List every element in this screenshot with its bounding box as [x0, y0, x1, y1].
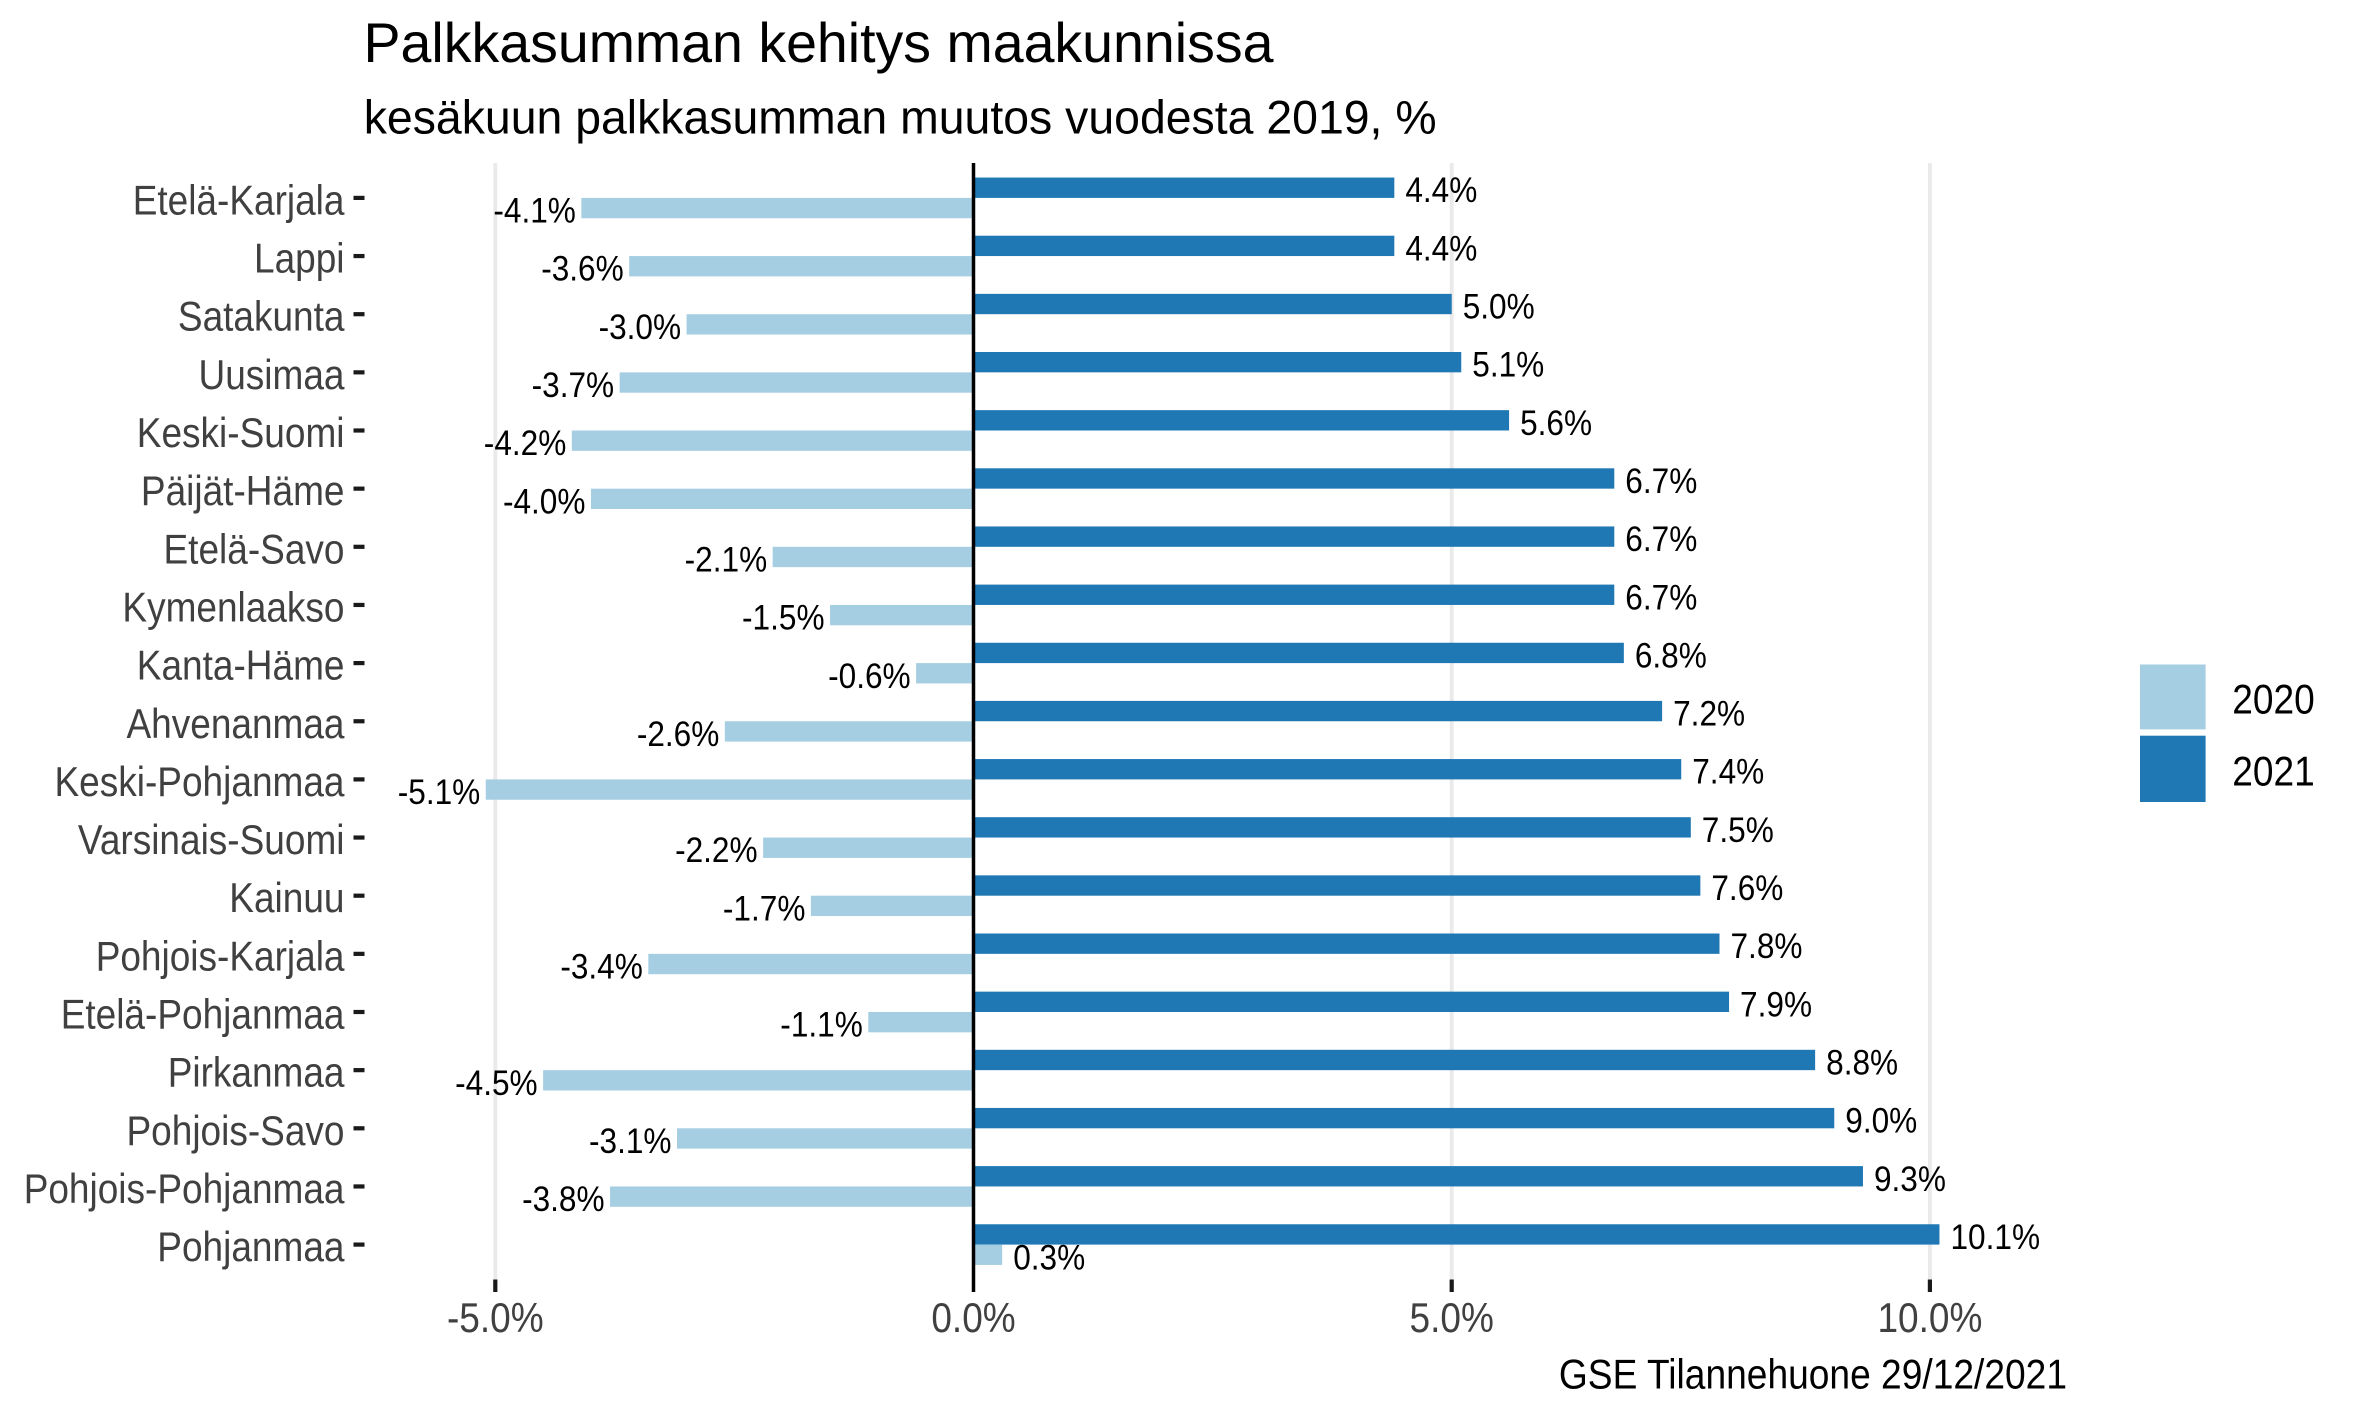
svg-text:Pohjois-Karjala: Pohjois-Karjala: [96, 932, 345, 979]
svg-text:-4.0%: -4.0%: [503, 482, 586, 521]
svg-text:7.8%: 7.8%: [1730, 927, 1802, 966]
svg-text:2020: 2020: [2232, 676, 2315, 723]
svg-text:GSE Tilannehuone 29/12/2021: GSE Tilannehuone 29/12/2021: [1559, 1350, 2067, 1397]
svg-text:10.1%: 10.1%: [1950, 1218, 2040, 1257]
svg-text:Pohjanmaa: Pohjanmaa: [157, 1223, 345, 1270]
svg-text:-2.1%: -2.1%: [685, 540, 768, 579]
svg-text:Etelä-Savo: Etelä-Savo: [164, 525, 345, 572]
svg-text:-5.1%: -5.1%: [398, 773, 481, 812]
svg-text:7.5%: 7.5%: [1702, 811, 1774, 850]
svg-text:5.0%: 5.0%: [1410, 1294, 1494, 1341]
svg-text:7.2%: 7.2%: [1673, 695, 1745, 734]
svg-text:-3.1%: -3.1%: [589, 1122, 672, 1161]
svg-text:Lappi: Lappi: [254, 235, 345, 282]
svg-text:-3.4%: -3.4%: [560, 948, 643, 987]
svg-text:Kainuu: Kainuu: [229, 874, 344, 921]
svg-text:5.0%: 5.0%: [1463, 288, 1535, 327]
svg-text:-1.5%: -1.5%: [742, 599, 825, 638]
svg-text:9.3%: 9.3%: [1874, 1160, 1946, 1199]
svg-text:5.6%: 5.6%: [1520, 404, 1592, 443]
svg-text:Kymenlaakso: Kymenlaakso: [122, 583, 344, 630]
svg-text:2021: 2021: [2232, 747, 2315, 794]
svg-text:0.0%: 0.0%: [931, 1294, 1015, 1341]
svg-text:5.1%: 5.1%: [1472, 346, 1544, 385]
svg-text:-5.0%: -5.0%: [447, 1294, 544, 1341]
svg-text:-2.6%: -2.6%: [637, 715, 720, 754]
svg-text:-3.6%: -3.6%: [541, 250, 624, 289]
svg-text:6.8%: 6.8%: [1635, 636, 1707, 675]
svg-text:6.7%: 6.7%: [1625, 462, 1697, 501]
svg-text:-4.1%: -4.1%: [493, 192, 576, 231]
svg-text:-4.2%: -4.2%: [484, 424, 567, 463]
svg-text:Pirkanmaa: Pirkanmaa: [168, 1049, 345, 1096]
svg-text:Etelä-Pohjanmaa: Etelä-Pohjanmaa: [61, 991, 345, 1038]
svg-text:kesäkuun palkkasumman muutos v: kesäkuun palkkasumman muutos vuodesta 20…: [364, 92, 1437, 145]
svg-text:Keski-Suomi: Keski-Suomi: [137, 409, 345, 456]
svg-text:4.4%: 4.4%: [1405, 171, 1477, 210]
svg-text:-2.2%: -2.2%: [675, 831, 758, 870]
svg-text:Etelä-Karjala: Etelä-Karjala: [133, 176, 345, 223]
svg-text:8.8%: 8.8%: [1826, 1043, 1898, 1082]
svg-text:Palkkasumman kehitys maakunnis: Palkkasumman kehitys maakunnissa: [364, 12, 1274, 74]
svg-text:Kanta-Häme: Kanta-Häme: [137, 642, 345, 689]
svg-text:Ahvenanmaa: Ahvenanmaa: [127, 700, 346, 747]
svg-text:Uusimaa: Uusimaa: [199, 351, 346, 398]
svg-text:7.6%: 7.6%: [1711, 869, 1783, 908]
svg-text:Pohjois-Savo: Pohjois-Savo: [127, 1107, 345, 1154]
svg-text:-1.7%: -1.7%: [723, 889, 806, 928]
svg-text:7.4%: 7.4%: [1692, 753, 1764, 792]
svg-text:7.9%: 7.9%: [1740, 985, 1812, 1024]
svg-text:Pohjois-Pohjanmaa: Pohjois-Pohjanmaa: [24, 1165, 345, 1212]
svg-text:-3.8%: -3.8%: [522, 1180, 605, 1219]
svg-text:9.0%: 9.0%: [1845, 1102, 1917, 1141]
svg-text:Keski-Pohjanmaa: Keski-Pohjanmaa: [55, 758, 346, 805]
svg-text:Satakunta: Satakunta: [178, 293, 345, 340]
svg-text:4.4%: 4.4%: [1405, 229, 1477, 268]
svg-text:-3.7%: -3.7%: [532, 366, 615, 405]
svg-text:Varsinais-Suomi: Varsinais-Suomi: [78, 816, 345, 863]
svg-text:0.3%: 0.3%: [1013, 1238, 1085, 1277]
svg-text:6.7%: 6.7%: [1625, 578, 1697, 617]
svg-text:Päijät-Häme: Päijät-Häme: [141, 467, 345, 514]
svg-text:-4.5%: -4.5%: [455, 1064, 538, 1103]
svg-text:10.0%: 10.0%: [1877, 1294, 1982, 1341]
svg-text:-1.1%: -1.1%: [780, 1006, 863, 1045]
svg-text:-3.0%: -3.0%: [599, 308, 682, 347]
svg-text:6.7%: 6.7%: [1625, 520, 1697, 559]
svg-text:-0.6%: -0.6%: [828, 657, 911, 696]
